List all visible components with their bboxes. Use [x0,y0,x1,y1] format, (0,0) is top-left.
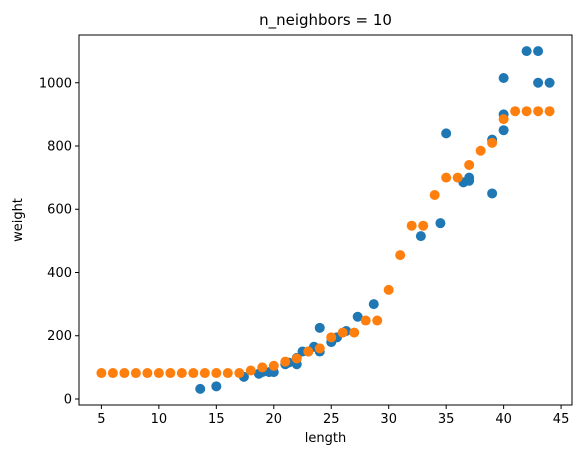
x-tick-label-3: 20 [266,412,283,427]
series-1-point-33 [475,145,486,156]
series-1-point-36 [510,106,521,117]
series-1-points [96,106,555,379]
series-1-point-27 [406,220,417,231]
series-1-point-9 [199,368,210,379]
series-0-point-21 [415,231,426,242]
series-1-point-15 [268,360,279,371]
series-1-point-2 [119,368,130,379]
series-0-point-32 [521,46,532,57]
x-axis-label: length [305,431,346,446]
plot-frame [78,34,573,406]
series-0-point-1 [211,381,222,392]
series-1-point-35 [498,114,509,125]
series-1-point-28 [418,220,429,231]
y-tick-label-5: 1000 [39,76,72,91]
series-0-point-20 [368,299,379,310]
series-1-point-32 [464,159,475,170]
series-1-point-22 [349,327,360,338]
x-tick-label-8: 45 [553,412,570,427]
series-1-point-31 [452,172,463,183]
series-1-point-7 [176,368,187,379]
series-1-point-23 [360,315,371,326]
series-0-point-26 [464,172,475,183]
series-0-point-35 [544,77,555,88]
y-tick-label-3: 600 [47,203,72,218]
series-0-point-29 [498,125,509,136]
series-1-point-20 [326,332,337,343]
y-tick-label-0: 0 [64,392,72,407]
series-1-point-5 [153,368,164,379]
series-0-point-27 [487,188,498,199]
series-0-point-0 [195,383,206,394]
series-0-point-31 [498,73,509,84]
series-1-point-26 [395,250,406,261]
x-tick-label-6: 35 [438,412,455,427]
series-1-point-14 [257,362,268,373]
series-1-point-13 [245,365,256,376]
series-1-point-12 [234,368,245,379]
series-1-point-11 [222,368,233,379]
series-1-point-25 [383,284,394,295]
series-1-point-34 [487,137,498,148]
series-1-point-17 [291,353,302,364]
y-tick-label-4: 800 [47,140,72,155]
x-tick-label-1: 10 [151,412,168,427]
y-tick-label-2: 400 [47,266,72,281]
series-1-point-38 [533,106,544,117]
y-axis-label: weight [11,198,26,242]
series-1-point-39 [544,106,555,117]
series-1-point-18 [303,346,314,357]
series-1-point-3 [130,368,141,379]
y-tick-label-1: 200 [47,329,72,344]
series-0-points [195,46,555,394]
series-1-point-0 [96,368,107,379]
series-1-point-21 [337,327,348,338]
series-0-point-23 [441,128,452,139]
series-0-point-15 [314,322,325,333]
series-0-point-33 [533,46,544,57]
series-1-point-4 [142,368,153,379]
series-1-point-10 [211,368,222,379]
series-0-point-22 [435,218,446,229]
x-tick-label-5: 30 [380,412,397,427]
y-axis: 0 200 400 600 800 1000 [39,76,79,407]
series-1-point-29 [429,190,440,201]
series-1-point-19 [314,343,325,354]
x-tick-label-2: 15 [208,412,225,427]
series-1-point-1 [107,368,118,379]
series-0-point-34 [533,77,544,88]
x-tick-label-4: 25 [323,412,340,427]
x-axis: 5 10 15 20 25 30 35 40 45 [97,405,569,427]
series-1-point-16 [280,356,291,367]
chart-title: n_neighbors = 10 [259,11,392,30]
series-1-point-30 [441,172,452,183]
series-1-point-24 [372,315,383,326]
x-tick-label-0: 5 [97,412,105,427]
series-0-point-19 [352,311,363,322]
series-1-point-6 [165,368,176,379]
x-tick-label-7: 40 [495,412,512,427]
series-1-point-8 [188,368,199,379]
series-1-point-37 [521,106,532,117]
